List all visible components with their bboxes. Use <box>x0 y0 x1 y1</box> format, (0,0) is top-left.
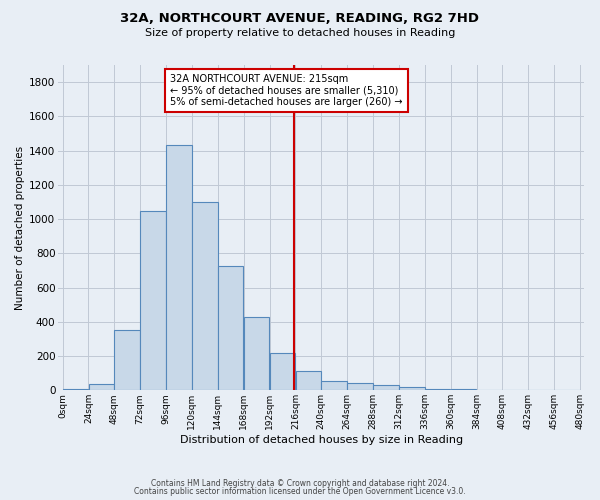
Y-axis label: Number of detached properties: Number of detached properties <box>15 146 25 310</box>
Bar <box>62 388 88 390</box>
Text: Contains public sector information licensed under the Open Government Licence v3: Contains public sector information licen… <box>134 487 466 496</box>
Bar <box>115 330 140 390</box>
Text: Size of property relative to detached houses in Reading: Size of property relative to detached ho… <box>145 28 455 38</box>
Bar <box>166 146 192 390</box>
Bar <box>425 388 451 390</box>
Bar <box>140 210 166 390</box>
X-axis label: Distribution of detached houses by size in Reading: Distribution of detached houses by size … <box>179 435 463 445</box>
Text: 32A, NORTHCOURT AVENUE, READING, RG2 7HD: 32A, NORTHCOURT AVENUE, READING, RG2 7HD <box>121 12 479 26</box>
Bar <box>399 387 425 390</box>
Text: Contains HM Land Registry data © Crown copyright and database right 2024.: Contains HM Land Registry data © Crown c… <box>151 478 449 488</box>
Bar <box>269 352 295 391</box>
Bar <box>373 385 399 390</box>
Bar <box>218 266 244 390</box>
Bar <box>322 381 347 390</box>
Bar <box>89 384 114 390</box>
Bar <box>347 382 373 390</box>
Bar <box>244 316 269 390</box>
Bar <box>192 202 218 390</box>
Bar <box>296 372 321 390</box>
Text: 32A NORTHCOURT AVENUE: 215sqm
← 95% of detached houses are smaller (5,310)
5% of: 32A NORTHCOURT AVENUE: 215sqm ← 95% of d… <box>170 74 403 107</box>
